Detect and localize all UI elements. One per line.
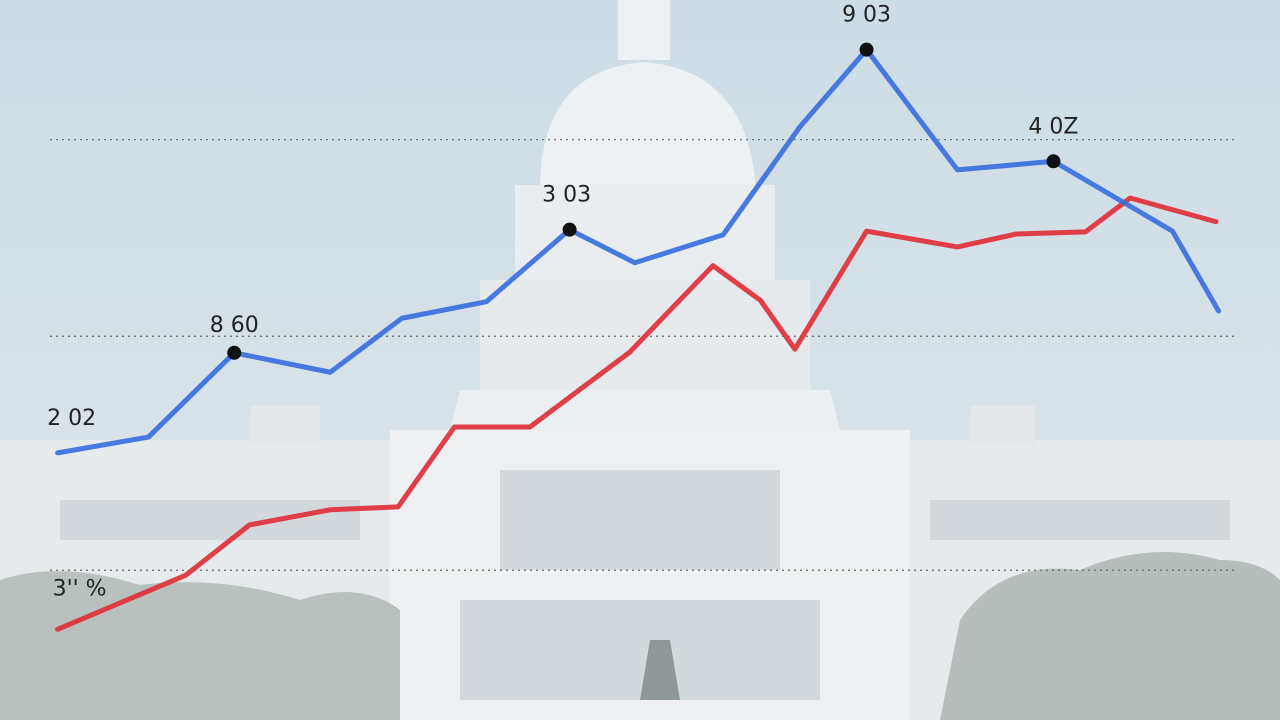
data-point [227, 345, 242, 360]
data-point [859, 42, 874, 57]
data-point [562, 222, 577, 237]
annotation: 8 60 [210, 313, 259, 338]
data-line [55, 47, 1222, 456]
annotation: 2 02 [47, 406, 96, 431]
plot-area: 2 02 8 60 3 03 9 03 4 0Z 3'' % [47, 3, 1235, 632]
data-line [55, 195, 1219, 632]
annotation: 3'' % [53, 576, 107, 601]
annotation: 3 03 [542, 183, 591, 208]
annotation: 9 03 [842, 3, 891, 28]
annotation: 4 0Z [1028, 114, 1078, 139]
data-point [1046, 154, 1061, 169]
